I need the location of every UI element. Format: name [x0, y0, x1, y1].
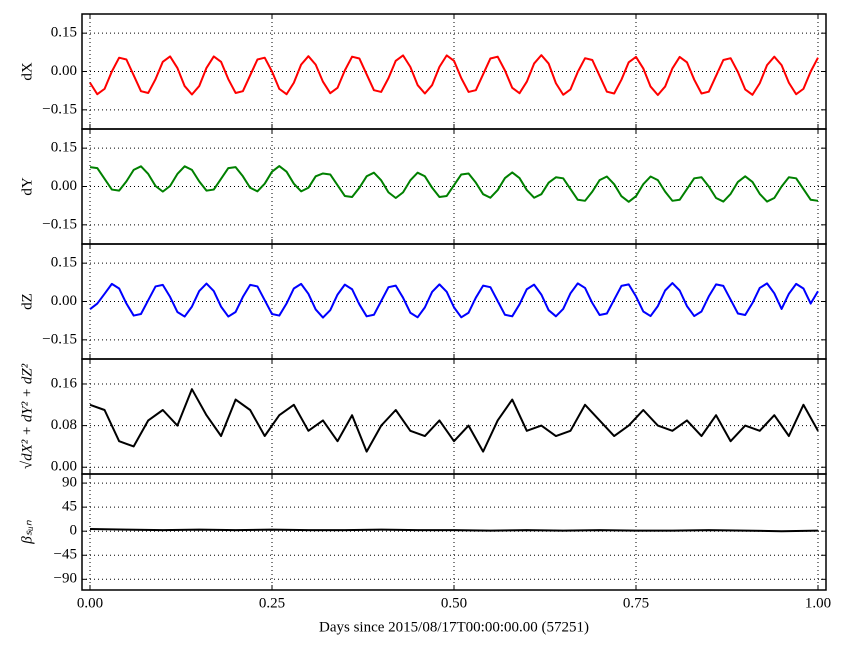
y-tick-label: −45 [54, 547, 77, 563]
x-tick-label: 0.50 [441, 595, 467, 611]
y-tick-label: 0.15 [51, 25, 77, 41]
y-tick-label: 0.15 [51, 140, 77, 156]
y-tick-label: 0.15 [51, 255, 77, 271]
data-line [89, 282, 819, 319]
y-tick-label: −90 [54, 571, 77, 587]
y-axis-label: dY [19, 177, 35, 196]
y-tick-label: 0.00 [51, 178, 77, 194]
y-tick-label: 0 [70, 523, 78, 539]
y-tick-label: −0.15 [42, 216, 77, 232]
y-tick-label: −0.15 [42, 331, 77, 347]
x-tick-label: 0.75 [623, 595, 649, 611]
data-line [89, 388, 819, 453]
x-tick-label: 0.00 [77, 595, 103, 611]
y-tick-label: 0.16 [51, 375, 78, 391]
y-axis-label: dX [19, 62, 35, 81]
data-line [89, 528, 819, 533]
y-axis-label: βₛᵤₙ [19, 519, 35, 544]
y-tick-label: 0.00 [51, 63, 77, 79]
y-axis-label: dZ [19, 293, 35, 310]
y-axis-label: √dX² + dY² + dZ² [19, 363, 35, 469]
y-tick-label: 0.00 [51, 459, 77, 475]
x-tick-label: 0.25 [259, 595, 285, 611]
y-tick-label: 90 [62, 475, 77, 491]
panel-frame [81, 473, 827, 591]
data-line [89, 165, 819, 203]
x-tick-label: 1.00 [805, 595, 831, 611]
x-axis-label: Days since 2015/08/17T00:00:00.00 (57251… [319, 619, 589, 635]
y-tick-label: 45 [62, 499, 77, 515]
y-tick-label: 0.00 [51, 293, 77, 309]
y-tick-label: 0.08 [51, 417, 77, 433]
y-tick-label: −0.15 [42, 101, 77, 117]
data-line [89, 54, 819, 97]
